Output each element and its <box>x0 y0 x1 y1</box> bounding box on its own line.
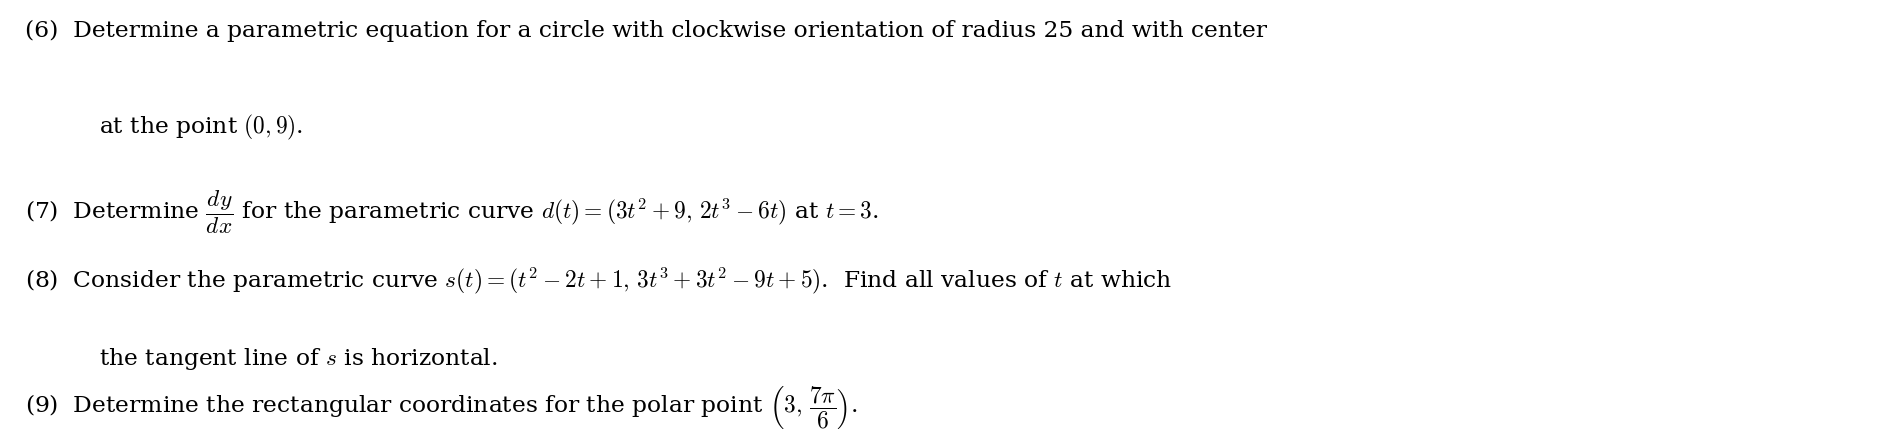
Text: (7)  Determine $\dfrac{dy}{dx}$ for the parametric curve $d(t) = (3t^2 + 9,\, 2t: (7) Determine $\dfrac{dy}{dx}$ for the p… <box>25 189 878 236</box>
Text: the tangent line of $s$ is horizontal.: the tangent line of $s$ is horizontal. <box>99 345 497 371</box>
Text: at the point $(0, 9)$.: at the point $(0, 9)$. <box>99 113 303 142</box>
Text: (8)  Consider the parametric curve $s(t) = (t^2 - 2t + 1,\, 3t^3 + 3t^2 - 9t + 5: (8) Consider the parametric curve $s(t) … <box>25 265 1172 296</box>
Text: (9)  Determine the rectangular coordinates for the polar point $\left(3,\, \dfra: (9) Determine the rectangular coordinate… <box>25 384 857 431</box>
Text: (6)  Determine a parametric equation for a circle with clockwise orientation of : (6) Determine a parametric equation for … <box>25 20 1267 42</box>
